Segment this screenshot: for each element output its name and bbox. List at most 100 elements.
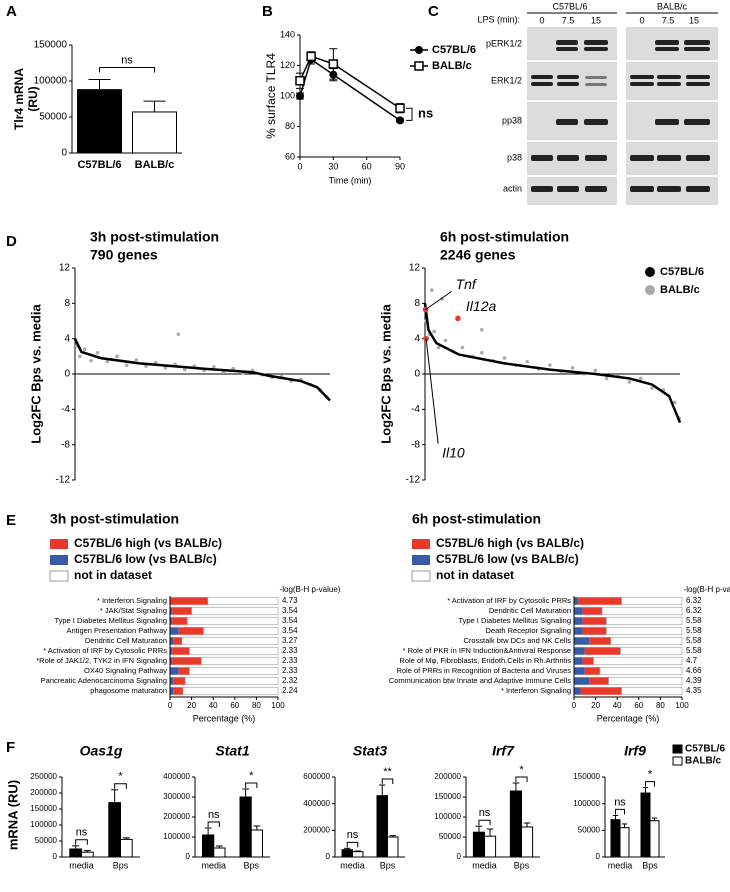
point [593,368,598,373]
point [443,338,448,343]
x-tick-label: media [69,860,94,870]
bar [509,790,522,858]
point [306,51,316,62]
y-tick-label: 0 [64,369,70,380]
y-tick-label: 200000 [434,772,461,781]
blot-dividers [527,60,718,177]
category-label: Antigen Presentation Pathway [67,626,168,635]
bar-segment [574,677,590,685]
x-tick-label: Bps [642,860,658,870]
significance-bracket [406,107,413,121]
point [296,92,304,100]
category-label: * Role of PKR in IFN Induction&Antiviral… [403,646,571,655]
score: 2.32 [282,676,298,685]
x-tick-label: media [472,860,497,870]
bar-segment [582,657,594,665]
y-tick-label: 100 [280,90,295,100]
y-tick-label: -8 [411,439,420,450]
category-label: Crosstalk btw DCs and NK Cells [463,636,571,645]
y-tick-label: 0 [53,852,58,861]
y-tick-label: -4 [411,404,420,415]
bar [640,792,651,858]
series-line [299,58,401,122]
bar-segment [170,647,173,655]
score: 6.32 [686,596,702,605]
x-tick-label: Bps [514,860,530,870]
bar [341,849,353,858]
bar-segment [589,637,611,645]
y-tick-label: 200000 [30,788,57,797]
significance-bracket [75,839,88,845]
panel-label: D [6,233,17,250]
legend-label: C57BL/6 high (vs BALB/c) [74,536,222,550]
bar-segment [574,597,579,605]
legend-marker [645,285,655,295]
point [502,356,507,360]
score: 4.66 [686,666,702,675]
score: 2.33 [282,656,298,665]
bar-segment [574,657,583,665]
point [134,358,139,362]
blot-time: 15 [689,15,699,25]
significance-bracket [99,67,155,73]
significance-bracket [207,821,220,827]
bar [120,838,133,858]
point [650,386,654,390]
panel-label: E [6,512,16,529]
y-tick-label: 50000 [39,112,67,123]
highlight-label: Tnf [456,276,478,292]
score: 5.58 [686,616,702,625]
bar-segment [621,596,683,606]
category-label: Death Receptor Signaling [486,626,571,635]
point [105,359,110,364]
y-tick-label: -4 [61,404,70,415]
category-label: Role of Mφ, Fibroblasts, Endoth.Cells in… [399,656,571,665]
significance-label: ns [418,106,433,121]
point [328,59,339,69]
y-tick-label: 50000 [35,836,58,845]
significance-label: * [118,771,123,783]
x-tick-label: 60 [230,701,239,710]
x-tick-label: 60 [634,701,643,710]
legend-swatch [672,744,683,754]
bar-segment [173,637,182,645]
bar-segment [601,606,683,616]
legend-swatch [672,756,683,766]
bar-segment [178,667,190,675]
significance-bracket [515,776,528,782]
bar-segment [578,597,622,605]
point [479,351,484,355]
point [525,359,529,364]
trend-line [423,303,682,424]
x-tick-label: media [201,860,226,870]
point [182,367,187,372]
significance-label: ns [121,54,133,66]
bar-segment [620,646,683,656]
legend-marker [645,267,655,277]
bar [521,826,534,858]
bar-segment [184,676,279,686]
y-tick-label: 100000 [573,799,600,808]
y-tick-label: 150000 [34,40,68,51]
bar-segment [170,657,173,665]
point [95,351,100,355]
x-tick-label: media [608,860,633,870]
point [89,358,93,363]
legend-label: C57BL/6 [685,744,725,755]
score: 5.58 [686,626,702,635]
bar [484,835,497,858]
y-tick-label: 8 [64,298,70,309]
y-tick-label: 150000 [434,792,461,801]
y-tick-label: 8 [414,298,420,309]
blot-band-label: ERK1/2 [491,75,522,85]
point [82,347,87,352]
legend-label: not in dataset [436,568,514,582]
score: 2.33 [282,646,298,655]
y-tick-label: 600000 [303,772,330,781]
x-tick-label: 90 [395,161,405,171]
legend-marker [414,61,424,71]
bar [352,851,364,858]
legend-label: C57BL/6 high (vs BALB/c) [436,536,584,550]
blot: LPS (min): C57BL/6 BALB/c 0 7.5 15 0 7.5… [477,1,718,205]
blot-strain: C57BL/6 [552,1,587,11]
